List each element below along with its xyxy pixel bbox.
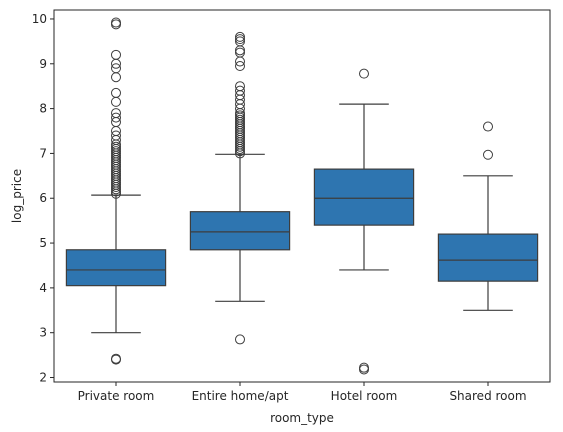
box-iqr	[65, 249, 167, 287]
outlier-point	[235, 85, 245, 96]
y-tick-label: 2	[39, 371, 47, 385]
box-series	[65, 17, 539, 375]
outlier-point	[235, 81, 245, 92]
box-group	[65, 17, 167, 365]
box-iqr	[189, 211, 291, 251]
y-tick-label: 8	[39, 102, 47, 116]
outlier-point	[111, 353, 121, 364]
outlier-point	[111, 130, 121, 141]
y-tick-label: 4	[39, 281, 47, 295]
y-tick-label: 9	[39, 57, 47, 71]
y-tick-label: 7	[39, 146, 47, 160]
box-iqr	[437, 233, 539, 282]
plot-area	[53, 9, 551, 383]
outlier-point	[483, 121, 493, 132]
x-axis-ticks: Private room Entire home/apt Hotel room Sha…	[78, 382, 527, 403]
y-tick-label: 5	[39, 236, 47, 250]
outlier-point	[483, 149, 493, 160]
outlier-point	[235, 34, 245, 45]
box-group	[189, 31, 291, 345]
x-tick-label: Entire home/apt	[192, 389, 289, 403]
box-group	[313, 68, 415, 375]
y-axis-label: log_price	[10, 169, 24, 223]
outlier-point	[235, 31, 245, 42]
y-tick-label: 6	[39, 191, 47, 205]
outlier-point	[111, 108, 121, 119]
x-tick-label: Private room	[78, 389, 155, 403]
outlier-point	[111, 49, 121, 60]
outlier-point	[111, 141, 121, 152]
y-tick-label: 3	[39, 326, 47, 340]
y-axis-ticks: 2 3 4 5 6 7 8 9 10	[32, 12, 54, 385]
outlier-point	[111, 63, 121, 74]
outlier-point	[111, 146, 121, 157]
outlier-point	[235, 61, 245, 72]
outlier-point	[359, 362, 369, 373]
x-axis-label: room_type	[270, 411, 334, 425]
outlier-point	[111, 87, 121, 98]
outlier-point	[235, 47, 245, 58]
outlier-point	[235, 114, 245, 125]
outlier-point	[235, 110, 245, 121]
x-tick-label: Shared room	[449, 389, 526, 403]
box-group	[437, 121, 539, 311]
outlier-point	[111, 17, 121, 28]
outlier-point	[235, 334, 245, 345]
outlier-point	[235, 36, 245, 47]
outlier-point	[111, 112, 121, 123]
outlier-point	[359, 68, 369, 79]
box-iqr	[313, 168, 415, 226]
x-tick-label: Hotel room	[331, 389, 398, 403]
y-tick-label: 10	[32, 12, 47, 26]
